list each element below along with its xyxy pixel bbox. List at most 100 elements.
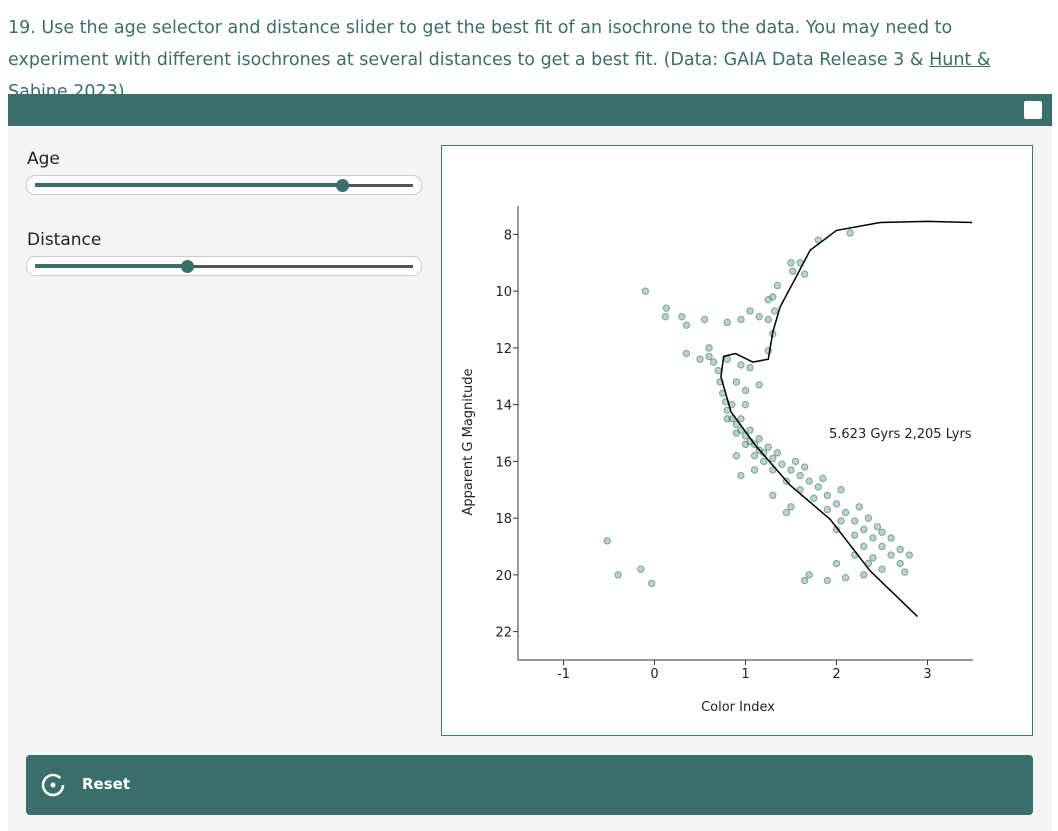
star-point [805,477,813,485]
star-point [855,503,863,511]
y-tick-label: 12 [495,342,512,357]
star-point [696,355,704,363]
star-point [764,443,772,451]
question-closing: ) [117,82,125,102]
star-point [841,574,850,582]
star-point [732,429,741,437]
star-point [741,440,750,449]
star-point [723,355,731,363]
star-point [810,494,818,502]
star-point [787,503,795,511]
star-point [814,483,822,491]
star-point [896,559,904,568]
isochrone-line [720,220,973,618]
star-point [846,229,854,237]
star-point [755,312,763,321]
y-tick-label: 16 [495,455,512,470]
question: 19. Use the age selector and distance sl… [8,12,1048,108]
x-tick-label: 0 [650,667,658,682]
star-point [851,531,859,539]
star-point [896,545,904,554]
header-bar [8,94,1052,126]
star-point [737,361,745,369]
x-axis-label: Color Index [701,700,775,715]
star-point [682,321,691,329]
star-point [832,500,841,508]
star-point [796,471,804,480]
star-point [905,551,913,559]
star-point [705,352,713,361]
y-tick-label: 22 [495,626,512,641]
star-point [791,457,800,466]
star-point [746,307,754,315]
star-point [709,358,718,366]
star-point [789,267,797,275]
star-point [723,318,731,327]
y-tick-label: 10 [495,285,512,300]
star-point [755,434,763,443]
star-point [750,466,759,474]
y-tick-label: 18 [495,512,512,527]
star-point [705,344,713,352]
star-point [878,542,886,551]
star-point [755,381,763,389]
fullscreen-button[interactable] [1024,101,1042,119]
y-tick-label: 20 [495,569,512,584]
star-point [869,554,877,562]
star-point [887,551,895,559]
star-point [823,491,832,500]
star-point [732,378,741,386]
age-slider[interactable] [26,175,422,195]
y-tick-label: 8 [504,228,512,243]
star-point [746,364,754,372]
star-point [737,315,745,324]
x-tick-label: 3 [923,667,931,682]
star-point [714,366,722,375]
star-point [841,508,850,517]
star-point [805,571,813,579]
star-point [741,386,750,395]
star-point [860,571,868,579]
star-point [750,452,759,460]
reset-button[interactable]: Reset [26,755,1033,815]
star-point [614,571,622,579]
star-point [682,349,691,358]
distance-label: Distance [27,230,102,250]
star-point [737,415,745,423]
reset-label: Reset [82,775,130,793]
star-point [603,537,611,545]
star-point [851,517,859,525]
star-point [741,400,750,409]
x-tick-label: 1 [741,667,749,682]
star-point [873,522,882,531]
star-point [648,579,656,588]
y-axis-label: Apparent G Magnitude [461,369,476,516]
star-point [641,287,650,295]
star-point [837,486,845,494]
star-point [661,312,670,321]
star-point [887,534,895,542]
star-point [764,315,772,324]
star-point [769,293,777,301]
star-point [832,559,841,568]
y-tick-label: 14 [495,399,512,414]
star-point [737,471,745,480]
star-point [787,466,795,474]
x-tick-label: -1 [557,667,570,682]
star-point [869,534,877,542]
distance-slider[interactable] [26,256,422,276]
star-point [746,426,754,434]
star-point [878,565,886,573]
star-point [637,565,645,573]
chart-box: Apparent G Magnitude Color Index 5.623 G… [441,145,1033,736]
star-point [723,415,731,423]
star-point [901,568,909,576]
star-point [823,576,832,585]
x-tick-label: 2 [832,667,840,682]
reset-icon [41,773,65,797]
star-point [864,514,873,522]
star-point [773,449,782,457]
star-point [837,517,845,525]
star-point [860,542,868,551]
